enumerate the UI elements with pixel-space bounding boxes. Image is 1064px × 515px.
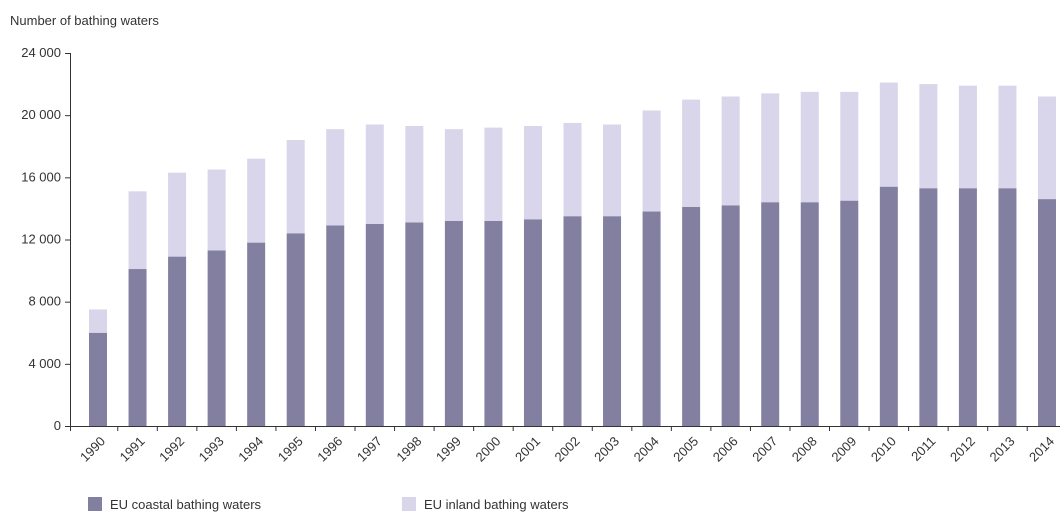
bar-coastal (326, 225, 345, 426)
bar-coastal (405, 222, 424, 426)
bar-coastal (603, 216, 622, 426)
bar-inland (998, 85, 1017, 189)
bar-coastal (721, 205, 740, 426)
bar-coastal (919, 188, 938, 426)
bar-coastal (998, 188, 1017, 426)
x-tick-label: 1997 (354, 434, 385, 465)
bar-coastal (247, 242, 266, 426)
x-tick-label: 2008 (789, 434, 820, 465)
x-tick-label: 2003 (591, 434, 622, 465)
legend-label: EU inland bathing waters (424, 497, 569, 512)
bar-inland (247, 158, 266, 243)
bar-inland (721, 96, 740, 206)
x-tick-label: 2006 (710, 434, 741, 465)
x-tick-label: 1999 (433, 434, 464, 465)
bar-inland (444, 129, 463, 221)
bar-inland (89, 309, 107, 333)
x-tick-label: 2012 (947, 434, 978, 465)
bar-inland (207, 169, 226, 251)
x-tick-label: 2000 (472, 434, 503, 465)
bar-inland (682, 99, 701, 207)
bar-inland (642, 110, 661, 212)
bar-inland (958, 85, 977, 189)
bar-inland (405, 126, 424, 223)
legend-swatch (402, 497, 416, 511)
x-tick-label: 1991 (117, 434, 148, 465)
bar-inland (603, 124, 622, 217)
legend-label: EU coastal bathing waters (110, 497, 262, 512)
bar-inland (761, 93, 780, 203)
y-tick-label: 16 000 (21, 169, 61, 184)
bar-coastal (168, 256, 187, 426)
bar-inland (879, 82, 898, 187)
bar-coastal (958, 188, 977, 426)
bar-coastal (365, 223, 384, 426)
bar-inland (840, 91, 859, 201)
x-tick-label: 2001 (512, 434, 543, 465)
x-tick-label: 1993 (196, 434, 227, 465)
bar-inland (919, 84, 938, 189)
bar-inland (286, 140, 305, 234)
bar-inland (128, 191, 147, 270)
x-tick-label: 2011 (908, 434, 938, 464)
x-tick-label: 1990 (77, 434, 108, 465)
bar-coastal (879, 186, 898, 426)
x-tick-label: 2013 (987, 434, 1018, 465)
bar-inland (168, 172, 187, 257)
y-axis-ticks: 0 4 000 8 000 12 000 16 000 20 000 24 000 (21, 45, 70, 433)
bar-coastal (642, 211, 661, 426)
bar-coastal (761, 202, 780, 426)
x-axis-ticks: 1990 1991 1992 1993 1994 1995 1996 1997 1998 1999… (70, 426, 1057, 465)
bar-coastal (128, 269, 147, 426)
bar-coastal (207, 250, 226, 426)
bars (89, 82, 1056, 426)
bar-coastal (523, 219, 542, 426)
legend: EU coastal bathing waters EU inland bathi… (88, 497, 569, 512)
x-tick-label: 2002 (552, 434, 583, 465)
x-tick-label: 1992 (156, 434, 187, 465)
legend-swatch (88, 497, 102, 511)
bar-coastal (286, 233, 305, 426)
bar-coastal (484, 220, 503, 426)
x-tick-label: 2009 (828, 434, 859, 465)
y-tick-label: 8 000 (28, 294, 61, 309)
bar-inland (1038, 96, 1056, 200)
y-tick-label: 4 000 (28, 356, 61, 371)
bar-coastal (682, 206, 701, 426)
bar-coastal (800, 202, 819, 426)
bar-inland (800, 91, 819, 203)
x-tick-label: 1998 (393, 434, 424, 465)
x-tick-label: 1994 (235, 434, 266, 465)
x-tick-label: 2005 (670, 434, 701, 465)
x-tick-label: 1996 (314, 434, 345, 465)
x-tick-label: 2007 (749, 434, 780, 465)
bar-coastal (444, 220, 463, 426)
bar-inland (484, 127, 503, 221)
y-tick-label: 20 000 (21, 107, 61, 122)
bar-coastal (1038, 199, 1056, 426)
x-tick-label: 1995 (275, 434, 306, 465)
y-tick-label: 24 000 (21, 45, 61, 60)
bar-coastal (563, 216, 582, 426)
bar-coastal (840, 200, 859, 426)
y-tick-label: 0 (54, 418, 61, 433)
bar-coastal (89, 332, 107, 426)
x-tick-label: 2004 (631, 434, 662, 465)
bar-inland (563, 122, 582, 217)
bar-inland (523, 126, 542, 220)
y-axis-title: Number of bathing waters (10, 13, 159, 28)
bar-inland (365, 124, 384, 224)
y-tick-label: 12 000 (21, 232, 61, 247)
bar-inland (326, 129, 345, 226)
x-tick-label: 2014 (1026, 434, 1057, 465)
x-tick-label: 2010 (868, 434, 899, 465)
